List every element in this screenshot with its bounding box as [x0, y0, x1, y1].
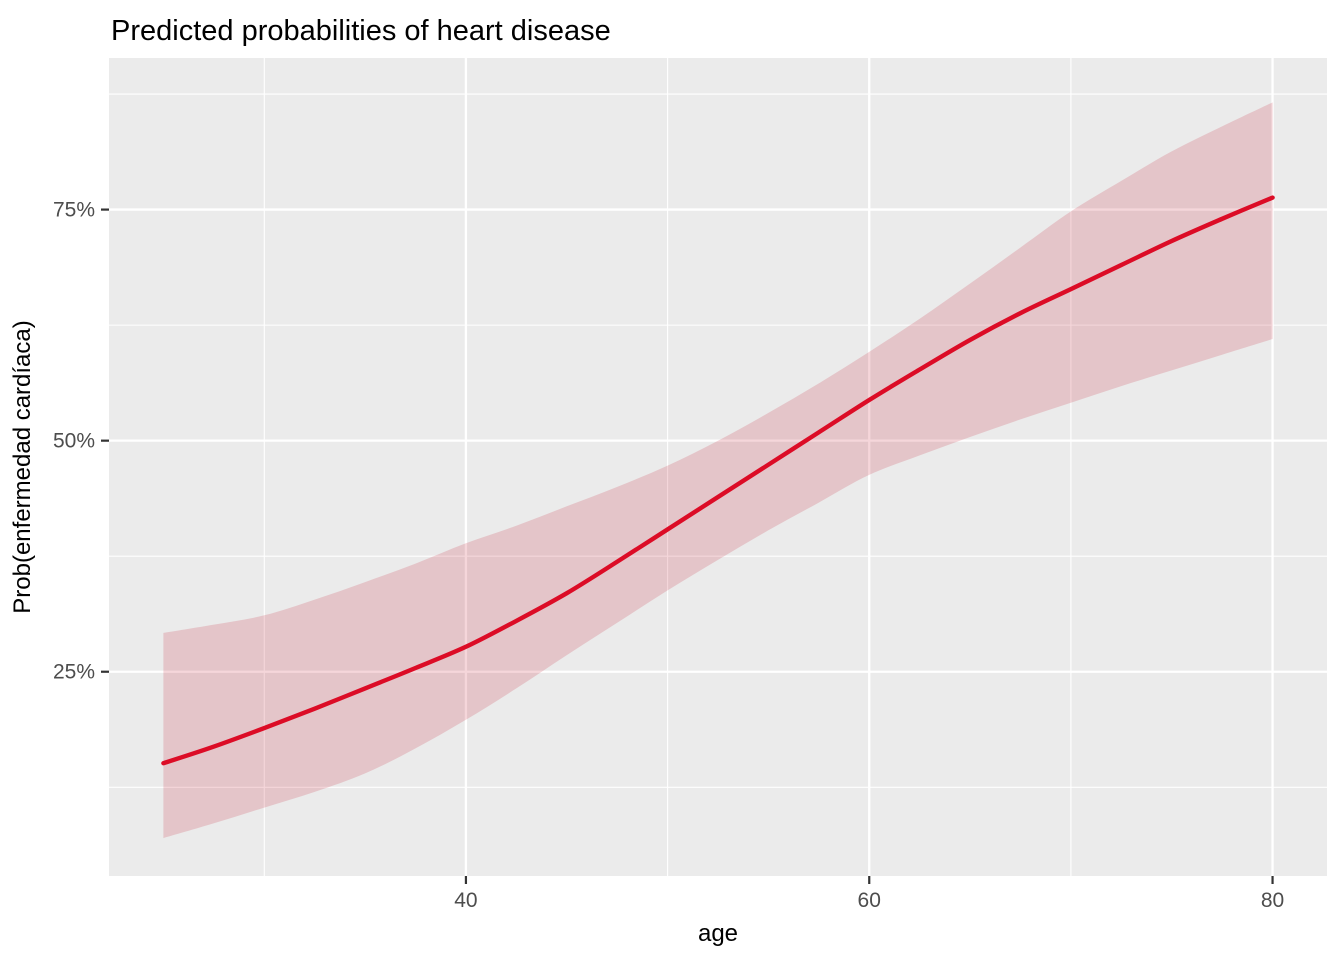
chart-title: Predicted probabilities of heart disease — [111, 15, 611, 47]
fit-line — [161, 195, 1275, 766]
confidence-ribbon — [163, 102, 1273, 839]
panel-background — [109, 58, 1327, 876]
x-axis-title: age — [698, 920, 738, 947]
x-tick-label: 40 — [454, 889, 477, 912]
x-tick-label: 60 — [858, 889, 881, 912]
x-tick-label: 80 — [1261, 889, 1284, 912]
y-tick-label: 25% — [53, 661, 95, 684]
y-tick-label: 75% — [53, 199, 95, 222]
y-axis-title: Prob(enfermedad cardíaca) — [9, 320, 36, 613]
y-tick-label: 50% — [53, 430, 95, 453]
